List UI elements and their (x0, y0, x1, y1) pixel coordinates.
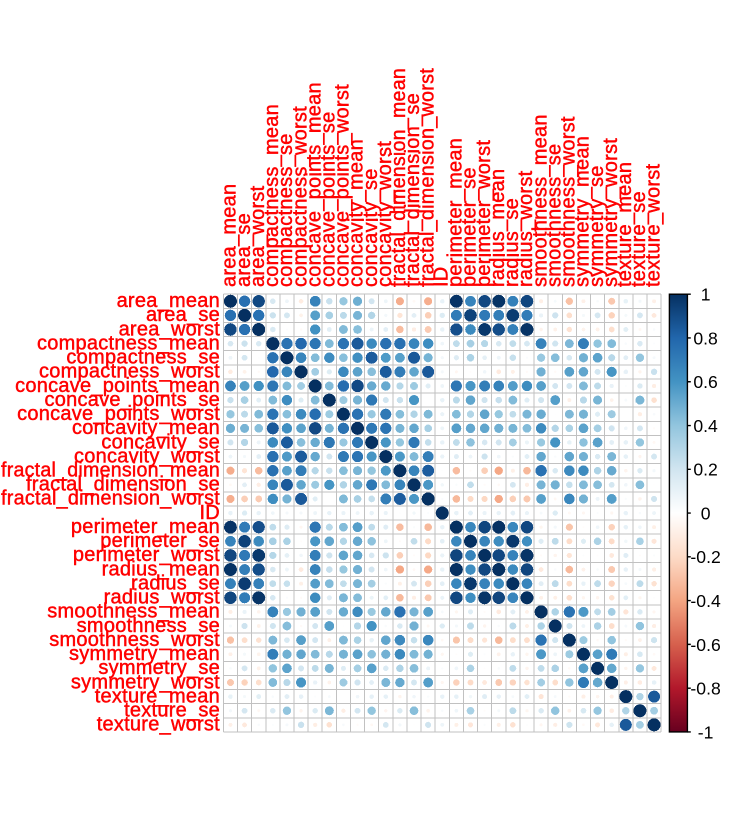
svg-text:texture_se: texture_se (628, 191, 650, 287)
svg-text:-0.4: -0.4 (690, 591, 721, 611)
svg-text:0: 0 (701, 503, 711, 523)
svg-text:texture_se: texture_se (124, 700, 220, 722)
svg-text:compactness_mean: compactness_mean (261, 104, 283, 287)
svg-text:concavity_worst: concavity_worst (374, 141, 396, 287)
svg-text:compactness_worst: compactness_worst (289, 106, 311, 287)
svg-text:-0.6: -0.6 (690, 635, 721, 655)
svg-text:texture_worst: texture_worst (97, 714, 220, 736)
svg-text:compactness_mean: compactness_mean (37, 332, 220, 354)
svg-text:compactness_se: compactness_se (66, 347, 220, 369)
svg-text:radius_worst: radius_worst (515, 170, 537, 287)
svg-text:concave_points_se: concave_points_se (318, 112, 340, 287)
svg-text:concavity_mean: concavity_mean (72, 417, 220, 439)
svg-text:-0.8: -0.8 (690, 679, 721, 699)
svg-text:symmetry_mean: symmetry_mean (572, 136, 594, 287)
svg-text:perimeter_se: perimeter_se (100, 530, 220, 552)
svg-text:0.8: 0.8 (693, 328, 718, 348)
svg-text:radius_mean: radius_mean (487, 169, 509, 287)
svg-text:1: 1 (701, 285, 711, 305)
svg-text:-1: -1 (698, 722, 714, 742)
svg-text:0.4: 0.4 (693, 416, 718, 436)
svg-text:concave_points_worst: concave_points_worst (17, 403, 220, 425)
svg-text:radius_se: radius_se (131, 572, 220, 594)
svg-text:concavity_worst: concavity_worst (74, 445, 220, 467)
svg-text:symmetry_worst: symmetry_worst (71, 671, 220, 693)
svg-text:perimeter_worst: perimeter_worst (73, 544, 220, 566)
svg-text:fractal_dimension_se: fractal_dimension_se (402, 93, 424, 287)
svg-text:area_worst: area_worst (247, 185, 269, 287)
svg-text:0.2: 0.2 (693, 460, 717, 480)
svg-text:compactness_worst: compactness_worst (39, 361, 220, 383)
svg-text:area_mean: area_mean (117, 290, 220, 312)
svg-text:fractal_dimension_mean: fractal_dimension_mean (1, 460, 220, 482)
svg-text:ID: ID (430, 267, 452, 288)
svg-text:concave_points_mean: concave_points_mean (303, 82, 325, 287)
svg-text:fractal_dimension_mean: fractal_dimension_mean (388, 68, 410, 287)
svg-text:radius_mean: radius_mean (102, 558, 220, 580)
svg-text:area_se: area_se (233, 213, 255, 287)
svg-text:symmetry_se: symmetry_se (98, 657, 220, 679)
svg-text:texture_worst: texture_worst (642, 164, 664, 287)
svg-text:perimeter_mean: perimeter_mean (71, 516, 220, 538)
svg-text:concavity_se: concavity_se (360, 168, 382, 287)
svg-text:symmetry_mean: symmetry_mean (69, 643, 220, 665)
svg-text:area_worst: area_worst (119, 318, 221, 340)
svg-text:smoothness_mean: smoothness_mean (47, 601, 220, 623)
svg-text:concavity_mean: concavity_mean (346, 139, 368, 287)
svg-text:smoothness_mean: smoothness_mean (529, 114, 551, 287)
svg-text:perimeter_se: perimeter_se (459, 167, 481, 287)
svg-text:area_mean: area_mean (219, 184, 241, 287)
svg-text:concavity_se: concavity_se (101, 431, 220, 453)
svg-text:texture_mean: texture_mean (614, 162, 636, 287)
svg-text:texture_mean: texture_mean (95, 685, 220, 707)
svg-text:smoothness_worst: smoothness_worst (49, 629, 220, 651)
svg-text:smoothness_se: smoothness_se (543, 144, 565, 287)
svg-text:perimeter_mean: perimeter_mean (445, 138, 467, 287)
svg-text:fractal_dimension_se: fractal_dimension_se (26, 474, 220, 496)
svg-text:radius_worst: radius_worst (104, 587, 221, 609)
svg-text:smoothness_worst: smoothness_worst (558, 116, 580, 287)
svg-text:compactness_se: compactness_se (275, 133, 297, 287)
svg-text:smoothness_se: smoothness_se (77, 615, 220, 637)
svg-text:0.6: 0.6 (693, 372, 718, 392)
svg-text:ID: ID (200, 502, 221, 524)
svg-text:concave_points_mean: concave_points_mean (15, 375, 220, 397)
svg-text:symmetry_worst: symmetry_worst (600, 138, 622, 287)
svg-text:symmetry_se: symmetry_se (586, 165, 608, 287)
svg-text:concave_points_worst: concave_points_worst (332, 84, 354, 287)
svg-text:concave_points_se: concave_points_se (45, 389, 220, 411)
svg-text:area_se: area_se (146, 304, 220, 326)
svg-text:-0.2: -0.2 (690, 547, 720, 567)
svg-text:perimeter_worst: perimeter_worst (473, 140, 495, 287)
svg-text:fractal_dimension_worst: fractal_dimension_worst (416, 68, 438, 287)
svg-text:fractal_dimension_worst: fractal_dimension_worst (1, 488, 220, 510)
svg-text:radius_se: radius_se (501, 198, 523, 287)
